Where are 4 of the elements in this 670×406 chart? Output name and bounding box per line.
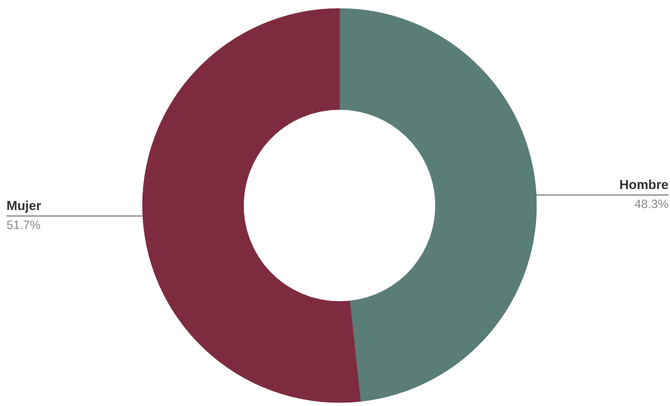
data-label: 48.3% <box>634 196 669 211</box>
data-label: 51.7% <box>6 218 41 232</box>
slice-label: Hombre <box>619 176 669 192</box>
slice-label: Mujer <box>6 198 42 214</box>
